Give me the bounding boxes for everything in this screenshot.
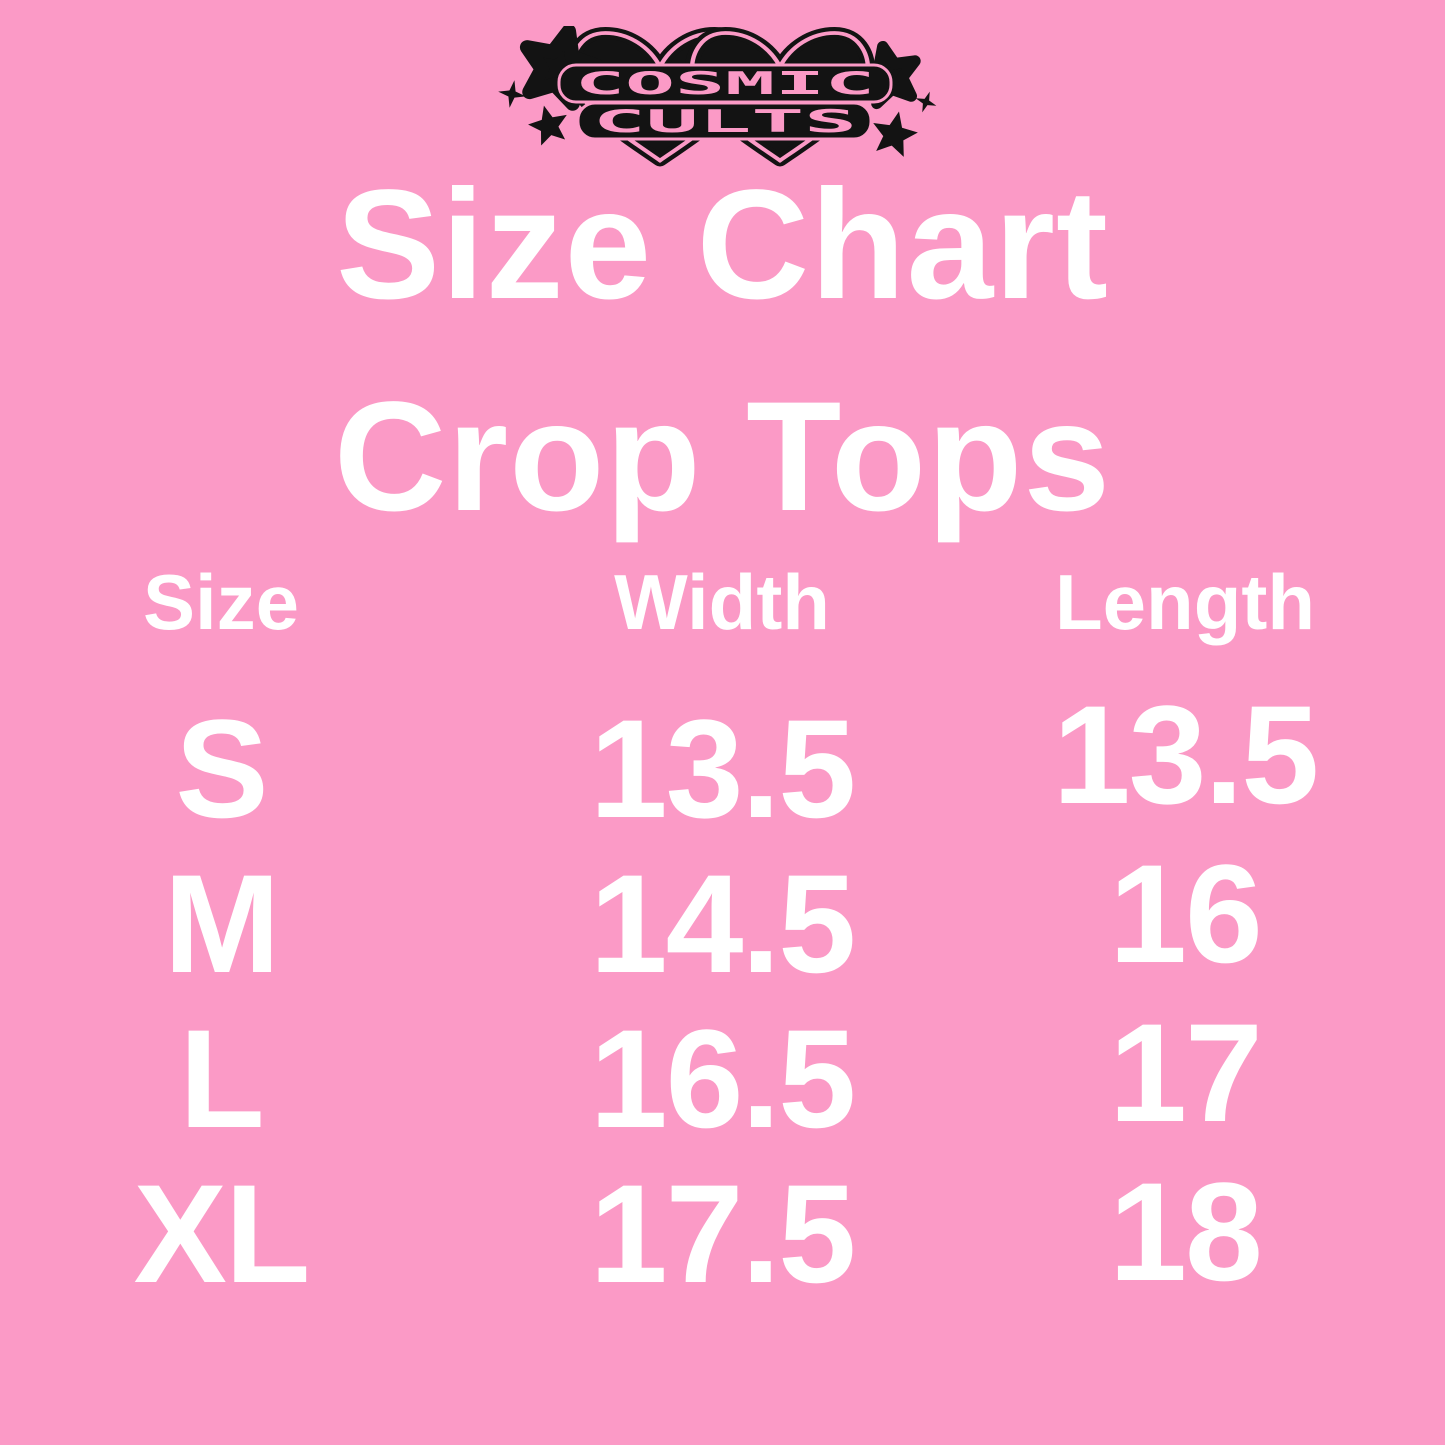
size-value: L xyxy=(179,1000,265,1157)
cosmic-cults-logo-icon: COSMIC CULTS xyxy=(497,26,936,167)
column-header-size: Size xyxy=(142,558,300,646)
table-row: L 16.5 17 xyxy=(0,994,1368,1157)
length-value: 17 xyxy=(1109,994,1263,1151)
table-row: M 14.5 16 xyxy=(0,835,1368,1002)
width-value: 17.5 xyxy=(589,1155,856,1312)
size-value: XL xyxy=(133,1155,311,1312)
column-header-length: Length xyxy=(1055,558,1315,646)
length-value: 13.5 xyxy=(1052,676,1319,833)
length-value: 18 xyxy=(1109,1153,1263,1310)
width-value: 14.5 xyxy=(589,845,856,1002)
size-value: M xyxy=(163,845,281,1002)
table-row: XL 17.5 18 xyxy=(0,1153,1368,1312)
logo-word-cosmic: COSMIC xyxy=(575,66,875,102)
width-value: 16.5 xyxy=(589,1000,856,1157)
logo-word-cults: CULTS xyxy=(593,104,857,140)
page-title-line1: Size Chart xyxy=(336,158,1109,332)
length-value: 16 xyxy=(1109,835,1263,992)
size-value: S xyxy=(175,690,268,847)
width-value: 13.5 xyxy=(589,690,856,847)
brand-logo: COSMIC CULTS xyxy=(495,26,951,171)
table-row: S 13.5 13.5 xyxy=(0,676,1368,847)
star-icons-front xyxy=(527,105,918,157)
table-header-row: Size Width Length xyxy=(0,557,1368,647)
page-title-line2: Crop Tops xyxy=(333,370,1112,544)
table-body: S 13.5 13.5 M 14.5 16 L 16.5 17 XL 17.5 … xyxy=(0,676,1368,1312)
column-header-width: Width xyxy=(614,558,830,646)
logo-text-bands: COSMIC CULTS xyxy=(557,63,892,141)
